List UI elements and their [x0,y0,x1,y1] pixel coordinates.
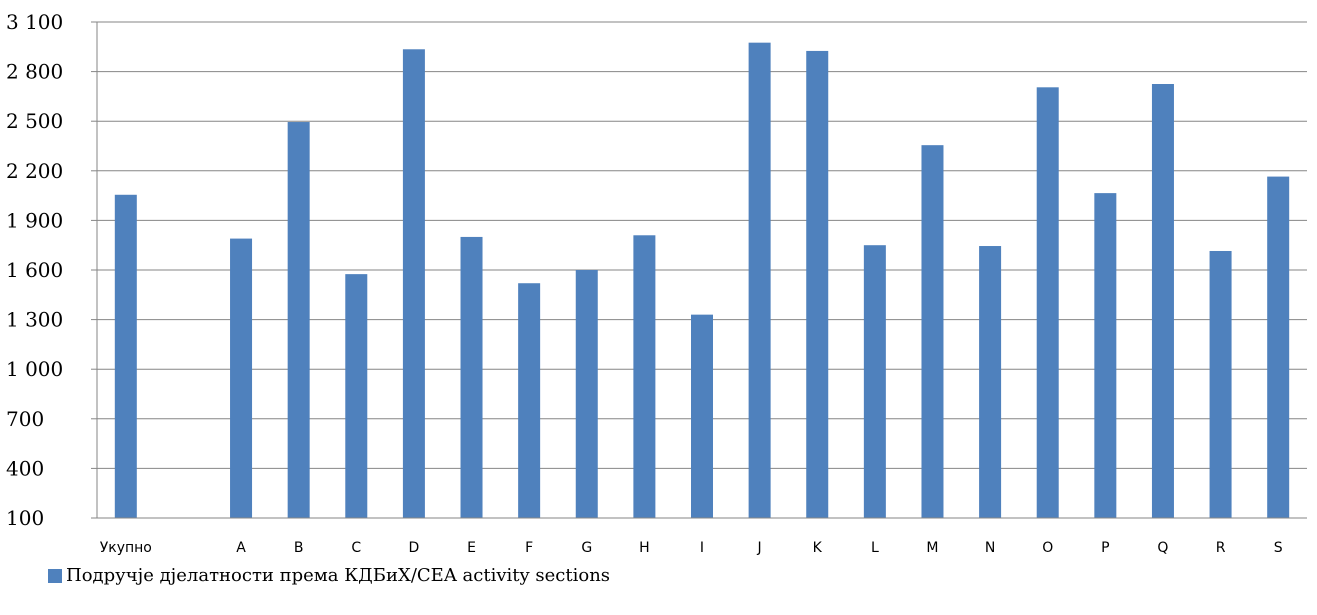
bar-C [345,274,368,518]
y-tick-label: 3 100 [6,10,63,34]
y-axis-ticks: 3 100 2 800 2 500 2 200 1 900 1 600 1 300 1 000… [6,10,63,530]
legend: Подручје дјелатности према КДБиХ/CEA act… [48,565,610,586]
bar-E [460,236,483,518]
legend-swatch [48,568,62,583]
x-tick-label: Q [1157,540,1168,556]
x-tick-label: E [467,540,476,556]
y-tick-label: 1 900 [6,208,63,232]
bar-O [1036,87,1059,518]
y-tick-label: 700 [6,407,44,431]
y-tick-label: 2 500 [6,109,63,133]
bar-chart: 3 100 2 800 2 500 2 200 1 900 1 600 1 300 1 000… [6,10,1307,556]
legend-label: Подручје дјелатности према КДБиХ/CEA act… [66,565,611,586]
x-tick-label: S [1274,540,1283,556]
x-tick-label: I [700,540,704,556]
y-tick-label: 2 200 [6,159,63,183]
bar-A [230,238,253,518]
x-tick-label: P [1101,540,1109,556]
x-tick-label: K [813,540,823,556]
x-tick-label: M [926,540,938,556]
bar-Q [1151,84,1174,518]
bars [114,42,1290,519]
bar-K [806,50,829,518]
x-tick-label: H [639,540,650,556]
x-tick-label: A [236,540,246,556]
bar-Укупно [114,194,137,519]
bar-P [1094,193,1117,518]
bar-L [863,245,886,518]
x-tick-label: B [294,540,304,556]
bar-H [633,235,656,518]
x-tick-label: O [1042,540,1053,556]
x-tick-label: J [757,540,762,556]
y-tick-label: 2 800 [6,60,63,84]
bar-R [1209,250,1232,518]
x-axis-ticks: Укупно A B C D E F G H I J K L M N O P Q R S [100,540,1283,556]
bar-B [287,122,310,518]
bar-J [748,42,771,519]
y-tick-label: 400 [6,456,44,480]
x-tick-label: G [581,540,592,556]
x-tick-label: D [409,540,420,556]
bar-F [518,283,541,518]
bar-M [921,145,944,518]
y-tick-label: 1 300 [6,308,63,332]
bar-G [575,270,598,518]
y-tick-label: 100 [6,506,44,530]
y-tick-label: 1 000 [6,357,63,381]
bar-S [1267,176,1290,518]
x-tick-label: R [1216,540,1226,556]
bar-D [402,49,425,518]
x-tick-label: L [871,540,879,556]
x-tick-label: Укупно [100,540,152,556]
x-tick-label: C [351,540,361,556]
y-tick-label: 1 600 [6,258,63,282]
bar-I [691,314,713,518]
x-tick-label: F [525,540,533,556]
x-tick-label: N [985,540,995,556]
bar-N [979,246,1002,518]
